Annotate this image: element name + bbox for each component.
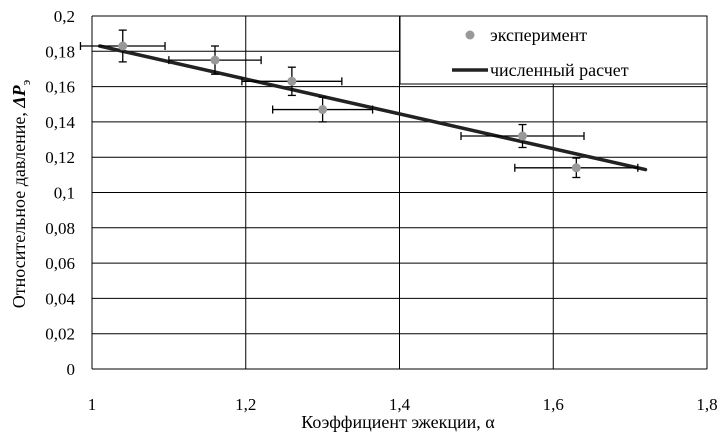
y-tick-label: 0,14 — [45, 113, 75, 132]
x-tick-label: 1,2 — [235, 395, 256, 414]
data-point — [210, 55, 220, 65]
data-point — [287, 76, 297, 86]
legend-box — [399, 15, 708, 85]
y-tick-label: 0,08 — [45, 219, 75, 238]
x-axis-title: Коэффициент эжекции, α — [301, 412, 495, 432]
y-tick-label: 0,12 — [45, 148, 75, 167]
y-tick-label: 0,16 — [45, 78, 75, 97]
data-point — [118, 41, 128, 51]
x-tick-label: 1,6 — [543, 395, 564, 414]
y-axis-title-main: Относительное давление, — [9, 108, 29, 309]
y-tick-label: 0,04 — [45, 289, 75, 308]
y-tick-label: 0,2 — [54, 7, 75, 26]
legend-experiment-marker — [465, 30, 475, 40]
x-tick-labels: 1 1,2 1,4 1,6 1,8 — [88, 395, 718, 414]
y-axis-title-symbol: ΔP — [9, 84, 29, 108]
y-tick-label: 0,1 — [54, 184, 75, 203]
legend: эксперимент численный расчет — [399, 15, 708, 85]
experiment-series — [79, 29, 639, 179]
legend-experiment-label: эксперимент — [490, 25, 587, 45]
y-tick-label: 0,18 — [45, 42, 75, 61]
y-tick-label: 0 — [67, 360, 76, 379]
y-axis-title-subscript: э — [18, 79, 33, 85]
y-tick-labels: 0 0,02 0,04 0,06 0,08 0,1 0,12 0,14 0,16 0,18 0,2 — [45, 7, 75, 379]
data-point — [318, 105, 328, 115]
x-tick-label: 1,8 — [696, 395, 717, 414]
y-tick-label: 0,02 — [45, 325, 75, 344]
legend-calc-label: численный расчет — [490, 60, 629, 80]
y-tick-label: 0,06 — [45, 254, 75, 273]
grid — [91, 15, 708, 370]
data-point — [571, 163, 581, 173]
x-tick-label: 1 — [88, 395, 97, 414]
y-axis-title: Относительное давление, ΔPэ — [9, 79, 33, 308]
data-point — [518, 131, 527, 141]
x-tick-label: 1,4 — [389, 395, 411, 414]
